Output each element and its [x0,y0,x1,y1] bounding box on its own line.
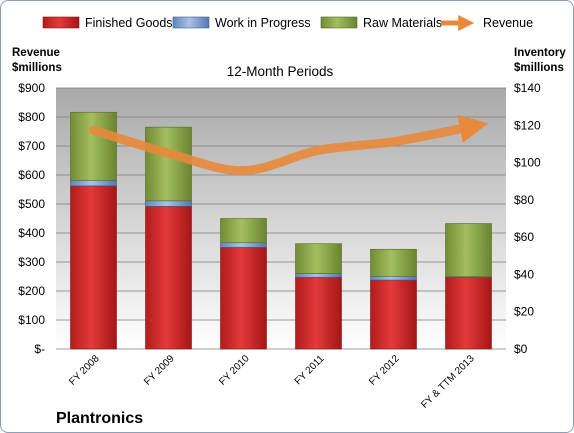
x-tick-label: FY 2008 [67,353,102,388]
left-axis-title-line1: Revenue [12,47,60,59]
left-tick-label: $500 [18,197,45,211]
raw-materials-bar [295,243,342,274]
left-tick-label: $900 [18,81,45,95]
left-tick-label: $- [34,342,45,356]
left-tick-label: $300 [18,255,45,269]
work-in-progress-bar [220,242,267,248]
gridlines [56,87,506,350]
legend-swatch-work-in-progress [172,16,210,29]
raw-materials-bar [445,223,492,277]
finished-goods-bar [220,247,267,350]
revenue-line-path [89,114,489,176]
x-tick-label: FY & TTM 2013 [419,353,477,411]
right-tick-label: $0 [514,342,528,356]
left-tick-label: $800 [18,110,45,124]
work-in-progress-bar [370,275,417,281]
work-in-progress-bar [70,179,117,187]
legend-label-finished-goods: Finished Goods [85,16,173,30]
left-tick-label: $200 [18,284,45,298]
right-tick-label: $140 [514,81,541,95]
right-tick-label: $100 [514,156,541,170]
legend-label-work-in-progress: Work in Progress [215,16,311,30]
plot-area [56,88,506,349]
finished-goods-bar [70,185,117,350]
revenue-line [89,114,489,176]
left-axis-ticks: $- $100 $200 $300 $400 $500 $600 $700 $800 $900 [18,81,45,356]
right-tick-label: $40 [514,267,534,281]
x-axis-ticks: FY 2008 FY 2009 FY 2010 FY 2011 FY 2012 FY & … [67,353,477,411]
raw-materials-bar [220,218,267,244]
finished-goods-bar [445,276,492,350]
x-tick-label: FY 2011 [293,353,327,387]
right-axis-title-line1: Inventory [514,47,566,59]
raw-materials-bar [145,126,192,202]
company-name: Plantronics [56,410,143,427]
finished-goods-bar [145,206,192,350]
x-tick-label: FY 2012 [367,353,402,388]
raw-materials-bar [370,248,417,277]
work-in-progress-bar [295,273,342,278]
left-tick-label: $400 [18,226,45,240]
left-tick-label: $600 [18,168,45,182]
legend-label-raw-materials: Raw Materials [363,16,442,30]
bar-stacks [70,111,492,350]
right-tick-label: $60 [514,230,534,244]
left-tick-label: $700 [18,139,45,153]
work-in-progress-bar [145,200,192,207]
raw-materials-bar [70,111,117,181]
left-tick-label: $100 [18,313,45,327]
left-axis-title-line2: $millions [12,62,62,74]
legend: Finished Goods Work in Progress Raw Mate… [42,14,533,32]
right-axis-ticks: $0 $20 $40 $60 $80 $100 $120 $140 [514,81,541,356]
x-tick-label: FY 2010 [217,353,252,388]
finished-goods-bar [370,279,417,350]
chart-subtitle: 12-Month Periods [227,64,334,79]
legend-swatch-raw-materials [320,16,358,29]
x-tick-label: FY 2009 [142,353,177,388]
legend-label-revenue: Revenue [483,16,533,30]
right-tick-label: $80 [514,193,534,207]
right-axis-title-line2: $millions [514,62,564,74]
right-tick-label: $120 [514,118,541,132]
legend-swatch-finished-goods [42,16,80,29]
right-tick-label: $20 [514,305,534,319]
finished-goods-bar [295,276,342,350]
